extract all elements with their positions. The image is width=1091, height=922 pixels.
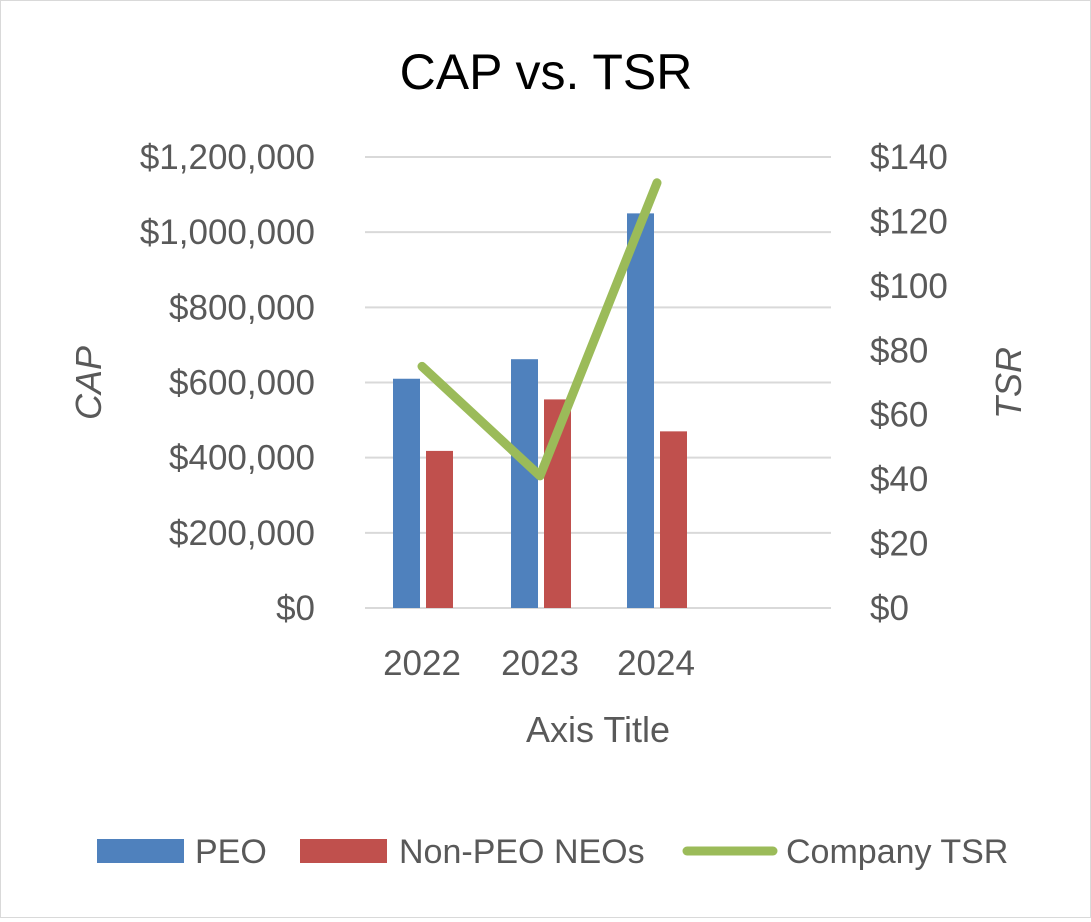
y-axis-left-ticks: $0 $200,000 $400,000 $600,000 $800,000 $1,000… bbox=[140, 138, 315, 628]
legend-swatch-peo bbox=[97, 839, 184, 863]
y-tick-label: $600,000 bbox=[169, 364, 315, 403]
chart-title: CAP vs. TSR bbox=[400, 44, 693, 100]
y-tick-label: $800,000 bbox=[169, 288, 315, 327]
y-tick-label: $1,000,000 bbox=[140, 213, 315, 252]
x-axis-title: Axis Title bbox=[526, 709, 670, 750]
y2-tick-label: $80 bbox=[870, 331, 928, 370]
y2-tick-label: $40 bbox=[870, 460, 928, 499]
tsr-line-layer bbox=[417, 178, 662, 481]
bars bbox=[393, 213, 687, 608]
y2-tick-label: $100 bbox=[870, 267, 948, 306]
y2-tick-label: $140 bbox=[870, 138, 948, 177]
y-axis-title: CAP bbox=[68, 346, 109, 420]
y2-axis-title: TSR bbox=[988, 347, 1029, 419]
y2-tick-label: $60 bbox=[870, 396, 928, 435]
y-tick-label: $0 bbox=[276, 589, 315, 628]
tsr-line bbox=[417, 178, 662, 481]
y-tick-label: $200,000 bbox=[169, 514, 315, 553]
legend: PEO Non-PEO NEOs Company TSR bbox=[97, 833, 1008, 871]
legend-label-company-tsr: Company TSR bbox=[786, 833, 1008, 871]
bar-peo-2022 bbox=[393, 378, 420, 608]
bar-non-peo-neos-2022 bbox=[426, 450, 453, 608]
bar-peo-2023 bbox=[511, 359, 538, 608]
y2-tick-label: $20 bbox=[870, 525, 928, 564]
legend-label-peo: PEO bbox=[195, 833, 267, 871]
legend-label-non-peo-neos: Non-PEO NEOs bbox=[399, 833, 645, 871]
legend-swatch-non-peo-neos bbox=[300, 839, 387, 863]
y-tick-label: $1,200,000 bbox=[140, 138, 315, 177]
x-axis-ticks: 2022 2023 2024 bbox=[383, 644, 695, 683]
bar-non-peo-neos-2024 bbox=[660, 431, 687, 608]
bar-peo-2024 bbox=[627, 213, 654, 608]
y2-tick-label: $120 bbox=[870, 202, 948, 241]
x-tick-label: 2023 bbox=[501, 644, 579, 683]
y-tick-label: $400,000 bbox=[169, 439, 315, 478]
y-axis-right-ticks: $0 $20 $40 $60 $80 $100 $120 $140 bbox=[870, 138, 948, 628]
x-tick-label: 2022 bbox=[383, 644, 461, 683]
x-tick-label: 2024 bbox=[617, 644, 695, 683]
y2-tick-label: $0 bbox=[870, 589, 909, 628]
